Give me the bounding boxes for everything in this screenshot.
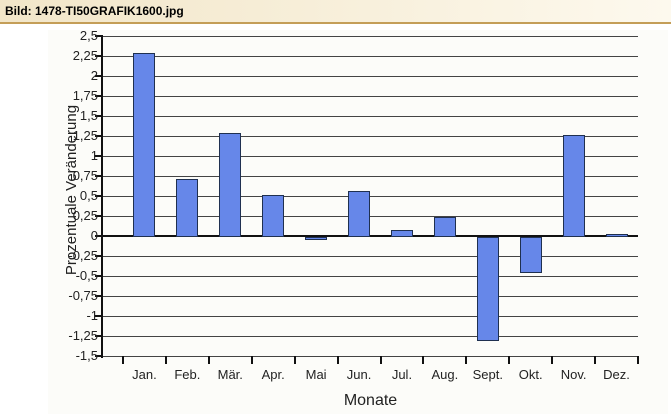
bar-mär — [219, 133, 242, 237]
y-tick-label: 0,5 — [79, 188, 98, 203]
gridline — [103, 135, 638, 137]
bar-apr — [262, 195, 285, 237]
bar-jan — [133, 53, 156, 237]
gridline — [103, 335, 638, 337]
zero-axis-line — [103, 235, 638, 237]
y-axis-tick — [95, 235, 103, 237]
y-axis-tick — [95, 155, 103, 157]
gridline — [103, 75, 638, 77]
gridline — [103, 95, 638, 97]
x-axis-title: Monate — [343, 392, 398, 409]
y-axis-tick — [95, 335, 103, 337]
y-tick-label: 2,5 — [79, 28, 98, 43]
y-axis-tick — [95, 295, 103, 297]
y-tick-label: -0,25 — [68, 248, 98, 263]
x-tick-label: Aug. — [431, 367, 459, 382]
x-tick-label: Apr. — [261, 367, 285, 382]
x-axis-tick — [207, 356, 210, 364]
x-tick-label: Sept. — [472, 367, 503, 382]
gridline — [103, 155, 638, 157]
gridline — [103, 195, 638, 197]
y-axis-tick — [95, 175, 103, 177]
x-axis-tick — [465, 356, 468, 364]
y-tick-label: 1,5 — [79, 108, 98, 123]
x-axis-tick — [508, 356, 511, 364]
y-axis-tick — [95, 275, 103, 277]
y-tick-label: 1,25 — [72, 128, 98, 143]
bar-aug — [433, 217, 456, 237]
y-axis-line — [101, 36, 103, 358]
y-axis-tick — [95, 215, 103, 217]
bar-okt — [519, 237, 542, 273]
y-tick-label: -0,75 — [68, 288, 98, 303]
x-tick-label: Feb. — [174, 367, 201, 382]
bar-dez — [605, 233, 628, 237]
y-tick-label: 1,75 — [72, 88, 98, 103]
x-axis-tick — [250, 356, 253, 364]
x-axis-tick — [594, 356, 597, 364]
y-tick-label: 0,75 — [72, 168, 98, 183]
x-axis-tick — [379, 356, 382, 364]
y-tick-label: 0 — [90, 228, 98, 243]
gridline — [103, 295, 638, 297]
y-tick-label: -1,5 — [75, 348, 98, 363]
x-axis-tick — [293, 356, 296, 364]
gridline — [103, 315, 638, 317]
gridline — [103, 255, 638, 257]
x-axis-tick — [551, 356, 554, 364]
y-axis-tick — [95, 115, 103, 117]
y-axis-tick — [95, 355, 103, 357]
y-axis-tick — [95, 315, 103, 317]
gridline — [103, 175, 638, 177]
window-title: Bild: 1478-TI50GRAFIK1600.jpg — [5, 4, 184, 18]
y-axis-tick — [95, 255, 103, 257]
y-tick-label: -0,5 — [75, 268, 98, 283]
x-tick-label: Okt. — [518, 367, 543, 382]
x-tick-label: Mär. — [217, 367, 243, 382]
gridline — [103, 55, 638, 57]
x-axis-tick — [336, 356, 339, 364]
x-tick-label: Dez. — [603, 367, 630, 382]
gridline — [103, 215, 638, 217]
window-title-bar: Bild: 1478-TI50GRAFIK1600.jpg — [0, 0, 671, 24]
y-tick-label: -1 — [86, 308, 98, 323]
bar-mai — [305, 237, 328, 241]
x-tick-label: Jan. — [132, 367, 157, 382]
bar-jul — [390, 229, 413, 237]
gridline — [103, 275, 638, 277]
x-tick-label: Jul. — [391, 367, 413, 382]
gridline — [103, 115, 638, 117]
y-tick-label: 0,25 — [72, 208, 98, 223]
x-axis-tick — [164, 356, 167, 364]
bar-nov — [562, 135, 585, 237]
y-axis-tick — [95, 75, 103, 77]
y-tick-label: 2 — [90, 68, 98, 83]
bar-jun — [348, 191, 371, 237]
y-axis-tick — [95, 135, 103, 137]
y-tick-label: 1 — [90, 148, 98, 163]
y-axis-tick — [95, 195, 103, 197]
x-tick-label: Mai — [305, 367, 327, 382]
x-tick-label: Nov. — [560, 367, 587, 382]
bar-sept — [476, 237, 499, 341]
y-tick-label: 2,25 — [72, 48, 98, 63]
y-tick-label: -1,25 — [68, 328, 98, 343]
x-axis-tick — [122, 356, 124, 364]
y-axis-tick — [95, 95, 103, 97]
y-axis-tick — [95, 55, 103, 57]
bar-feb — [176, 179, 199, 237]
gridline — [103, 355, 638, 357]
x-axis-tick — [422, 356, 425, 364]
y-axis-tick — [95, 35, 103, 37]
x-tick-label: Jun. — [346, 367, 372, 382]
x-axis-tick — [637, 356, 639, 364]
gridline — [103, 35, 638, 37]
